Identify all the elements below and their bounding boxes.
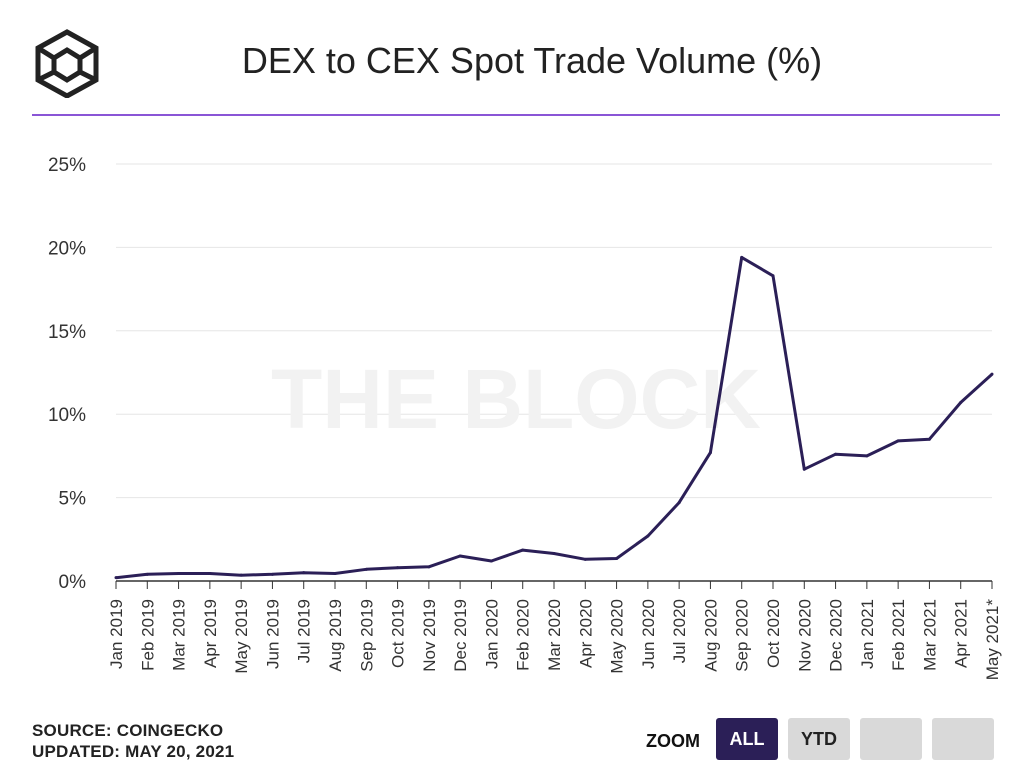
x-tick-label: Jul 2019	[295, 599, 314, 663]
x-tick-label: Mar 2019	[170, 599, 189, 671]
x-tick-label: Oct 2019	[389, 599, 408, 668]
data-point	[677, 501, 681, 505]
x-tick-label: Aug 2020	[701, 599, 720, 672]
x-tick-label: Oct 2020	[764, 599, 783, 668]
data-point	[145, 572, 149, 576]
x-tick-label: Mar 2020	[545, 599, 564, 671]
x-tick-label: Nov 2020	[795, 599, 814, 672]
data-point	[646, 534, 650, 538]
x-tick-label: Feb 2021	[889, 599, 908, 671]
data-point	[834, 452, 838, 456]
data-point	[458, 554, 462, 558]
x-tick-label: Jan 2021	[858, 599, 877, 669]
x-tick-label: Sep 2020	[733, 599, 752, 672]
data-point	[583, 557, 587, 561]
data-point	[521, 548, 525, 552]
data-point	[489, 559, 493, 563]
x-tick-label: Jul 2020	[670, 599, 689, 663]
zoom-label: ZOOM	[646, 731, 700, 751]
zoom-option-button[interactable]	[860, 718, 922, 760]
x-tick-label: Jan 2019	[107, 599, 126, 669]
x-tick-label: Feb 2020	[514, 599, 533, 671]
zoom-option-button[interactable]	[932, 718, 994, 760]
y-tick-label: 10%	[48, 405, 86, 426]
x-tick-label: May 2019	[232, 599, 251, 674]
y-tick-label: 20%	[48, 238, 86, 259]
data-point	[896, 439, 900, 443]
data-point	[427, 565, 431, 569]
data-point	[708, 451, 712, 455]
watermark-text: THE BLOCK	[271, 352, 761, 446]
data-point	[865, 454, 869, 458]
x-tick-label: Apr 2021	[952, 599, 971, 668]
source-text: SOURCE: COINGECKO	[32, 721, 224, 740]
x-tick-label: Jun 2020	[639, 599, 658, 669]
data-point	[302, 571, 306, 575]
data-point	[239, 573, 243, 577]
data-point	[771, 274, 775, 278]
data-point	[740, 255, 744, 259]
data-point	[114, 576, 118, 580]
y-tick-label: 25%	[48, 155, 86, 176]
x-tick-label: Dec 2019	[451, 599, 470, 672]
x-tick-label: Mar 2021	[920, 599, 939, 671]
y-tick-label: 5%	[59, 489, 87, 510]
footer-credits: SOURCE: COINGECKO UPDATED: MAY 20, 2021	[32, 720, 234, 762]
x-tick-label: Jan 2020	[482, 599, 501, 669]
x-tick-label: Jun 2019	[263, 599, 282, 669]
y-tick-label: 0%	[59, 572, 87, 593]
title-divider	[32, 114, 1000, 116]
x-tick-label: Apr 2020	[576, 599, 595, 668]
x-tick-label: Feb 2019	[138, 599, 157, 671]
data-point	[396, 566, 400, 570]
data-point	[990, 372, 994, 376]
zoom-all-button[interactable]: ALL	[716, 718, 778, 760]
x-tick-label: Nov 2019	[420, 599, 439, 672]
x-tick-label: Sep 2019	[357, 599, 376, 672]
y-tick-label: 15%	[48, 322, 86, 343]
data-point	[270, 572, 274, 576]
data-point	[927, 437, 931, 441]
line-chart: THE BLOCK 0% 5% 10% 15% 20% 25% Jan 2019 Feb 2…	[48, 155, 1002, 681]
x-tick-label: Aug 2019	[326, 599, 345, 672]
data-point	[552, 551, 556, 555]
x-tick-label: Apr 2019	[201, 599, 220, 668]
data-point	[802, 467, 806, 471]
x-tick-label: May 2020	[608, 599, 627, 674]
data-point	[208, 571, 212, 575]
data-point	[333, 571, 337, 575]
data-point	[959, 401, 963, 405]
x-tick-label: Dec 2020	[827, 599, 846, 672]
x-tick-label: May 2021*	[983, 599, 1002, 681]
data-point	[615, 556, 619, 560]
data-point	[177, 571, 181, 575]
the-block-logo-icon	[35, 29, 99, 98]
chart-title: DEX to CEX Spot Trade Volume (%)	[241, 40, 823, 81]
updated-text: UPDATED: MAY 20, 2021	[32, 742, 235, 761]
zoom-ytd-button[interactable]: YTD	[788, 718, 850, 760]
data-point	[364, 567, 368, 571]
